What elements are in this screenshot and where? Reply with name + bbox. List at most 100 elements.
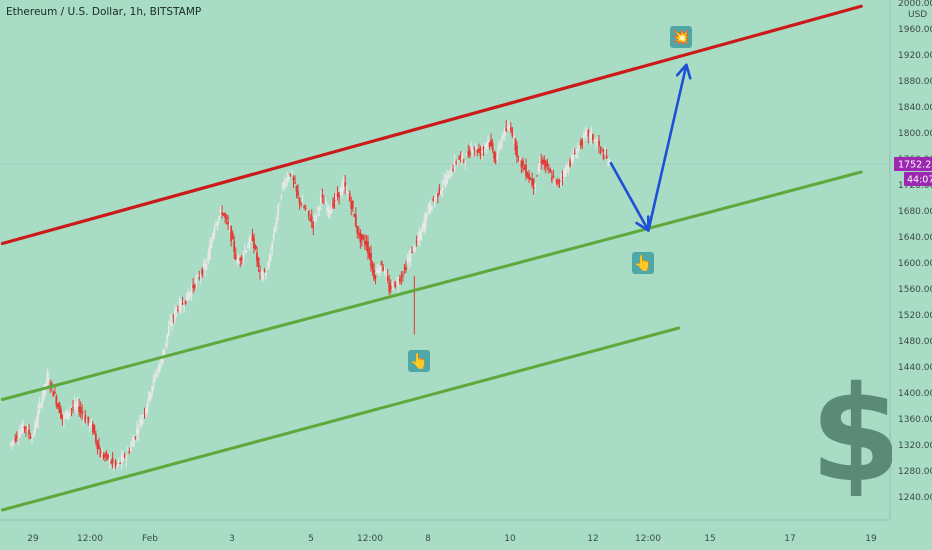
candle-body [409, 251, 412, 262]
candle-body [342, 181, 345, 189]
candle-body [187, 293, 190, 300]
candle-body [181, 303, 184, 305]
candle-body [449, 174, 451, 178]
candle-body [455, 162, 458, 164]
candle-body [383, 270, 386, 272]
candle-body [76, 401, 79, 407]
candle-body [322, 203, 325, 205]
candle-body [292, 177, 295, 181]
candle-body [462, 159, 465, 161]
candle-body [558, 179, 561, 183]
candle-body [283, 181, 286, 187]
candle-body [268, 260, 271, 267]
candle-body [414, 247, 416, 251]
candle-body [291, 173, 293, 175]
candle-body [398, 278, 401, 282]
candle-body [566, 165, 568, 170]
candle-body [519, 157, 521, 159]
candle-body [94, 434, 97, 442]
candle-body [204, 263, 207, 270]
candle-body [120, 456, 123, 464]
candle-body [350, 201, 353, 209]
candle-body [446, 174, 448, 184]
candle-body [447, 171, 450, 173]
candle-body [96, 440, 99, 449]
candle-body [284, 183, 287, 185]
projection-arrowhead-up [675, 63, 692, 80]
y-tick-label: 1680.00 [898, 207, 932, 217]
candle-body [590, 133, 593, 139]
candle-body [116, 465, 119, 468]
candle-body [93, 425, 96, 434]
candle-body [339, 187, 342, 196]
x-tick-label: 5 [308, 534, 314, 544]
candle-body [354, 214, 357, 227]
candle-body [373, 269, 375, 280]
candle-body [605, 155, 608, 159]
candle-body [526, 175, 529, 178]
candle-body [63, 414, 65, 420]
candle-body [421, 223, 424, 230]
candle-body [335, 194, 337, 201]
candle-body [307, 210, 310, 216]
candle-body [418, 233, 421, 240]
candle-body [481, 150, 483, 153]
candle-body [152, 377, 155, 387]
candle-body [441, 187, 444, 191]
candle-body [473, 148, 476, 150]
candle-body [433, 198, 436, 203]
candle-body [256, 252, 258, 262]
candle-body [34, 422, 36, 433]
trendline-mid[interactable] [0, 170, 863, 401]
candle-body [406, 261, 409, 263]
candle-body [309, 219, 312, 221]
candle-body [108, 457, 111, 462]
candle-body [91, 423, 94, 432]
candle-body [289, 173, 292, 176]
candle-body [67, 412, 70, 417]
candle-body [531, 178, 534, 185]
candle-body [265, 272, 268, 276]
candle-body [535, 175, 538, 177]
candle-body [78, 406, 81, 413]
candle-body [491, 142, 494, 150]
candle-body [318, 207, 321, 210]
candle-body [44, 383, 47, 388]
x-tick-label: 12:00 [635, 534, 661, 544]
candle-body [9, 442, 12, 446]
trendline-lower[interactable] [0, 326, 681, 512]
candle-body [210, 240, 213, 248]
candle-body [520, 160, 523, 168]
candle-body [199, 275, 202, 278]
candle-body [259, 270, 261, 273]
candle-body [288, 176, 290, 180]
candle-body [52, 391, 55, 397]
candle-body [517, 156, 520, 158]
candle-body [88, 423, 91, 426]
candle-body [75, 404, 78, 408]
candle-body [319, 195, 322, 204]
candle-body [66, 409, 68, 419]
candle-body [295, 185, 298, 192]
candle-body [41, 395, 44, 403]
candle-body [593, 140, 596, 142]
candle-body [281, 182, 284, 189]
candle-body [205, 264, 208, 266]
candle-body [538, 163, 541, 170]
candle-body [458, 157, 461, 160]
x-tick-label: 17 [784, 534, 795, 544]
candle-body [157, 368, 160, 372]
x-tick-label: 15 [704, 534, 715, 544]
candle-body [587, 129, 590, 137]
candle-body [450, 171, 453, 177]
candle-body [552, 175, 555, 178]
candle-body [402, 274, 404, 276]
candle-body [569, 160, 572, 166]
candle-body [474, 146, 477, 149]
candle-body [28, 429, 30, 435]
candle-body [364, 240, 366, 245]
candle-body [585, 128, 588, 135]
candle-body [313, 215, 316, 221]
trendline-upper[interactable] [0, 4, 863, 246]
